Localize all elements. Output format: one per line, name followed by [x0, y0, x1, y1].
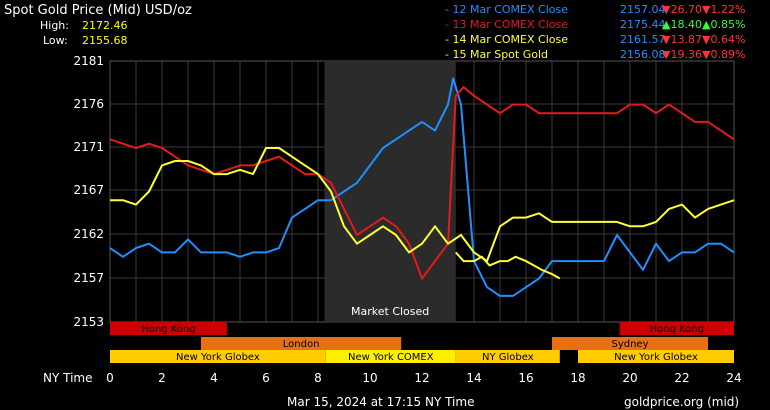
x-tick-label: 14	[466, 371, 481, 385]
legend-label: - 12 Mar COMEX Close	[445, 3, 568, 16]
y-tick-label: 2162	[73, 227, 104, 241]
session-label: New York COMEX	[348, 352, 434, 363]
session-bar	[578, 350, 734, 363]
footer-timestamp: Mar 15, 2024 at 17:15 NY Time	[287, 395, 475, 409]
session-label: London	[283, 339, 320, 350]
x-tick-label: 6	[262, 371, 270, 385]
y-axis-ticks: 2181 2176 2171 2167 2162 2157 2153	[73, 54, 104, 329]
high-label: High:	[40, 19, 69, 32]
x-tick-label: 10	[362, 371, 377, 385]
legend-price: 2161.57	[620, 33, 666, 46]
legend-price: 2156.08	[620, 48, 666, 61]
session-bar	[110, 322, 227, 335]
market-closed-region	[324, 61, 456, 322]
session-bar	[325, 350, 456, 363]
legend-label: - 15 Mar Spot Gold	[445, 48, 549, 61]
session-label: NY Globex	[482, 352, 534, 363]
legend-change: ▼13.87	[662, 33, 702, 46]
x-tick-label: 2	[158, 371, 166, 385]
legend-change: ▲18.40	[662, 18, 702, 31]
legend-label: - 14 Mar COMEX Close	[445, 33, 568, 46]
legend-change: ▼19.36	[662, 48, 702, 61]
low-label: Low:	[43, 34, 68, 47]
y-tick-label: 2181	[73, 54, 104, 68]
series-line-4	[455, 251, 561, 280]
session-bar	[619, 322, 734, 335]
legend-price: 2157.04	[620, 3, 666, 16]
session-label: Sydney	[611, 339, 648, 350]
session-bar	[110, 350, 326, 363]
y-tick-label: 2167	[73, 183, 104, 197]
y-tick-label: 2176	[73, 97, 104, 111]
session-label: Hong Kong	[650, 324, 704, 335]
x-tick-label: 16	[518, 371, 533, 385]
x-tick-label: 24	[726, 371, 741, 385]
session-label: New York Globex	[614, 352, 698, 363]
x-tick-label: 4	[210, 371, 218, 385]
legend-percent: ▲0.85%	[702, 18, 746, 31]
legend-percent: ▼0.64%	[702, 33, 746, 46]
session-label: New York Globex	[176, 352, 260, 363]
legend-percent: ▼0.89%	[702, 48, 746, 61]
legend-percent: ▼1.22%	[702, 3, 746, 16]
y-tick-label: 2171	[73, 140, 104, 154]
x-tick-label: 22	[674, 371, 689, 385]
x-tick-label: 8	[314, 371, 322, 385]
session-bar	[455, 350, 560, 363]
session-bar	[201, 337, 402, 350]
x-tick-label: 12	[414, 371, 429, 385]
x-tick-label: 18	[570, 371, 585, 385]
x-tick-label: 0	[106, 371, 114, 385]
session-bar	[552, 337, 708, 350]
y-tick-label: 2157	[73, 271, 104, 285]
legend-price: 2175.44	[620, 18, 666, 31]
footer-source: goldprice.org (mid)	[624, 395, 740, 409]
session-label: Hong Kong	[141, 324, 195, 335]
series-line-1	[109, 77, 735, 297]
series-line-3	[110, 147, 735, 263]
low-value: 2155.68	[82, 34, 128, 47]
y-tick-label: 2153	[73, 315, 104, 329]
legend-change: ▼26.70	[662, 3, 702, 16]
x-tick-label: 20	[622, 371, 637, 385]
x-axis-ticks: 0 2 4 6 8 10 12 14 16 18 20 22 24	[106, 371, 741, 385]
trading-sessions: Hong Kong Hong Kong London Sydney New York G…	[110, 322, 734, 363]
chart-series	[109, 77, 735, 297]
chart-title: Spot Gold Price (Mid) USD/oz	[4, 3, 192, 18]
high-value: 2172.46	[82, 19, 128, 32]
legend-label: - 13 Mar COMEX Close	[445, 18, 568, 31]
market-closed-label: Market Closed	[351, 305, 429, 318]
x-axis-title: NY Time	[43, 371, 93, 385]
